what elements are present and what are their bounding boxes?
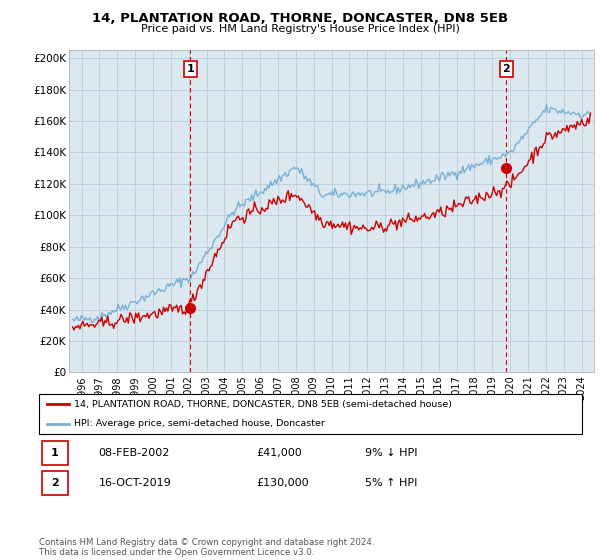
FancyBboxPatch shape — [42, 441, 68, 465]
Text: 16-OCT-2019: 16-OCT-2019 — [99, 478, 172, 488]
FancyBboxPatch shape — [39, 394, 582, 434]
Text: £41,000: £41,000 — [256, 448, 302, 458]
Text: £130,000: £130,000 — [256, 478, 309, 488]
Text: 08-FEB-2002: 08-FEB-2002 — [99, 448, 170, 458]
Text: 5% ↑ HPI: 5% ↑ HPI — [365, 478, 417, 488]
Text: Contains HM Land Registry data © Crown copyright and database right 2024.
This d: Contains HM Land Registry data © Crown c… — [39, 538, 374, 557]
FancyBboxPatch shape — [42, 470, 68, 495]
Text: 1: 1 — [187, 64, 194, 74]
Text: 14, PLANTATION ROAD, THORNE, DONCASTER, DN8 5EB: 14, PLANTATION ROAD, THORNE, DONCASTER, … — [92, 12, 508, 25]
Text: 2: 2 — [51, 478, 59, 488]
Text: HPI: Average price, semi-detached house, Doncaster: HPI: Average price, semi-detached house,… — [74, 419, 325, 428]
Text: 9% ↓ HPI: 9% ↓ HPI — [365, 448, 418, 458]
Text: 14, PLANTATION ROAD, THORNE, DONCASTER, DN8 5EB (semi-detached house): 14, PLANTATION ROAD, THORNE, DONCASTER, … — [74, 400, 452, 409]
Text: Price paid vs. HM Land Registry's House Price Index (HPI): Price paid vs. HM Land Registry's House … — [140, 24, 460, 34]
Text: 2: 2 — [502, 64, 510, 74]
Text: 1: 1 — [51, 448, 59, 458]
